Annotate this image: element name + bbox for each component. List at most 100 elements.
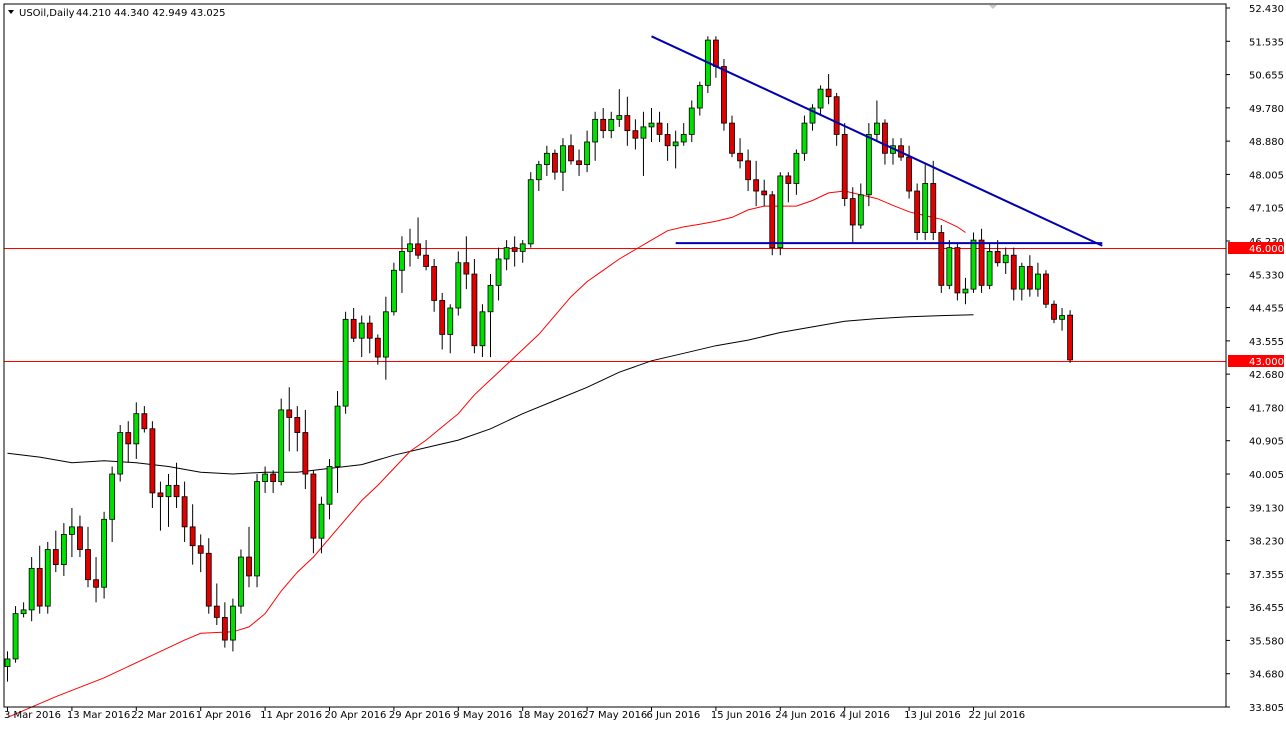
candle[interactable] xyxy=(294,406,301,452)
candle[interactable] xyxy=(946,240,953,290)
candle[interactable] xyxy=(1018,262,1025,301)
candle[interactable] xyxy=(1043,270,1049,309)
candle[interactable] xyxy=(342,311,349,414)
candle[interactable] xyxy=(69,508,75,558)
candle[interactable] xyxy=(1026,255,1033,297)
candle[interactable] xyxy=(978,228,985,293)
candle[interactable] xyxy=(745,149,751,192)
candle[interactable] xyxy=(656,111,663,142)
candle[interactable] xyxy=(592,111,599,161)
candle[interactable] xyxy=(1051,300,1057,324)
candle[interactable] xyxy=(125,421,132,463)
candle[interactable] xyxy=(608,111,615,139)
candle[interactable] xyxy=(286,387,293,452)
candle[interactable] xyxy=(503,240,510,271)
candle[interactable] xyxy=(600,108,607,139)
candle[interactable] xyxy=(302,409,309,490)
candle[interactable] xyxy=(922,164,929,241)
candle[interactable] xyxy=(568,134,574,165)
candle[interactable] xyxy=(584,130,590,173)
candle[interactable] xyxy=(36,545,43,614)
candle[interactable] xyxy=(809,104,816,131)
candle[interactable] xyxy=(109,466,116,542)
candle[interactable] xyxy=(213,583,220,625)
candle[interactable] xyxy=(994,240,1001,267)
candle[interactable] xyxy=(632,119,639,150)
candle[interactable] xyxy=(60,523,67,576)
candle[interactable] xyxy=(318,496,325,554)
candle[interactable] xyxy=(358,315,365,358)
candle[interactable] xyxy=(238,549,244,614)
candle[interactable] xyxy=(423,240,430,271)
candle[interactable] xyxy=(914,183,921,241)
candle[interactable] xyxy=(552,149,558,180)
candle[interactable] xyxy=(77,515,83,558)
candle[interactable] xyxy=(455,251,462,316)
candle[interactable] xyxy=(197,534,204,573)
candle[interactable] xyxy=(326,458,333,520)
candle[interactable] xyxy=(624,96,631,146)
candle[interactable] xyxy=(664,123,671,161)
candle[interactable] xyxy=(479,304,486,358)
candle[interactable] xyxy=(101,511,107,599)
candle[interactable] xyxy=(648,108,655,142)
candle[interactable] xyxy=(543,145,550,176)
candle[interactable] xyxy=(463,236,470,290)
candle[interactable] xyxy=(221,602,228,648)
candle[interactable] xyxy=(447,304,454,354)
candle[interactable] xyxy=(133,402,140,459)
candle[interactable] xyxy=(753,160,760,207)
candle[interactable] xyxy=(560,138,566,192)
candle[interactable] xyxy=(310,470,317,554)
candle[interactable] xyxy=(1035,262,1041,297)
candle[interactable] xyxy=(254,474,260,588)
candle[interactable] xyxy=(439,292,446,350)
candle[interactable] xyxy=(350,308,357,342)
collapse-triangle-icon[interactable] xyxy=(8,10,14,14)
candle[interactable] xyxy=(52,530,59,573)
candle[interactable] xyxy=(817,85,824,116)
candle[interactable] xyxy=(390,262,397,316)
candle[interactable] xyxy=(793,149,800,195)
candle[interactable] xyxy=(415,217,421,259)
candle[interactable] xyxy=(141,406,148,433)
candle[interactable] xyxy=(1059,308,1065,331)
candle[interactable] xyxy=(729,115,735,158)
candle[interactable] xyxy=(769,191,776,256)
candle[interactable] xyxy=(777,172,784,256)
candle[interactable] xyxy=(785,172,792,203)
candle[interactable] xyxy=(761,179,768,207)
candle[interactable] xyxy=(857,183,864,229)
candle[interactable] xyxy=(519,240,526,263)
candle[interactable] xyxy=(640,111,647,176)
candle[interactable] xyxy=(382,296,389,380)
candle[interactable] xyxy=(117,424,124,482)
candle[interactable] xyxy=(4,651,11,682)
candle[interactable] xyxy=(930,160,937,241)
candle[interactable] xyxy=(189,504,196,565)
candle[interactable] xyxy=(954,243,961,301)
candle[interactable] xyxy=(511,236,518,267)
candle[interactable] xyxy=(157,481,164,531)
candle[interactable] xyxy=(366,315,373,354)
candle[interactable] xyxy=(262,466,269,493)
candle[interactable] xyxy=(696,81,703,116)
candle[interactable] xyxy=(229,598,236,652)
chart-shift-marker-icon[interactable] xyxy=(989,5,997,9)
candle[interactable] xyxy=(495,247,502,301)
candle[interactable] xyxy=(672,130,679,169)
candle[interactable] xyxy=(841,123,848,207)
candle[interactable] xyxy=(986,243,993,290)
candle[interactable] xyxy=(399,236,405,293)
candle[interactable] xyxy=(85,526,91,588)
candle[interactable] xyxy=(181,481,188,542)
candle[interactable] xyxy=(205,538,212,614)
candle[interactable] xyxy=(487,274,494,358)
candle[interactable] xyxy=(535,160,542,192)
candle[interactable] xyxy=(882,119,888,165)
candle[interactable] xyxy=(246,526,252,588)
candle[interactable] xyxy=(334,391,341,493)
candle[interactable] xyxy=(825,74,832,105)
